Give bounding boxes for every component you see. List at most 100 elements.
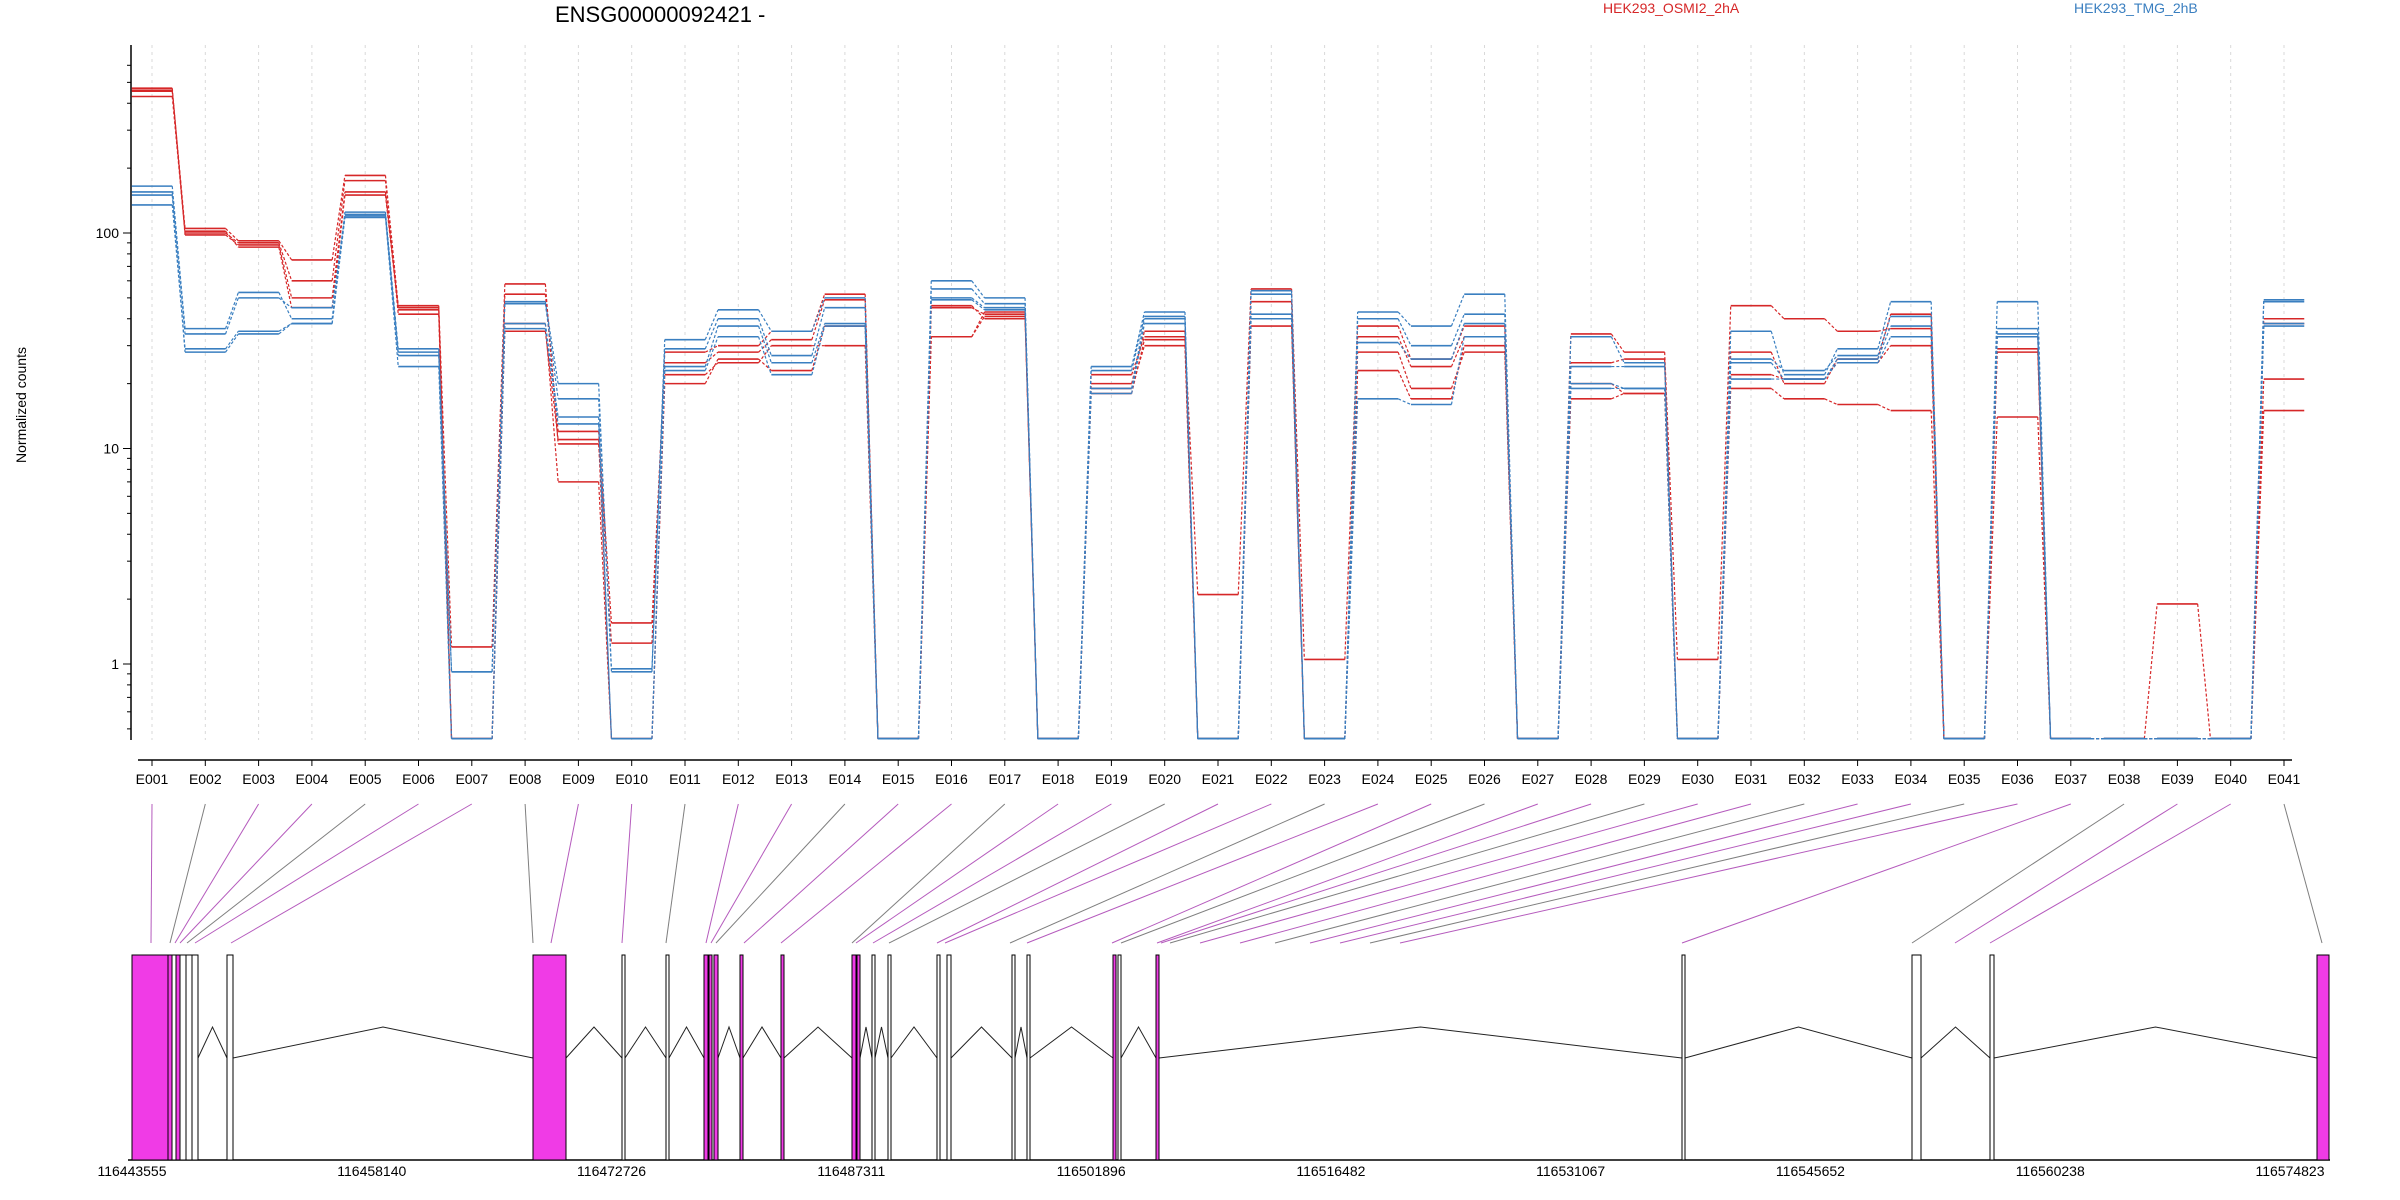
series-connector (1611, 392, 1625, 400)
series-connector (225, 230, 239, 248)
series-connector (704, 336, 719, 371)
exon-connector (743, 803, 899, 944)
series-connector (171, 91, 186, 232)
genomic-coordinate-label: 116545652 (1776, 1163, 1845, 1179)
series-connector (171, 191, 186, 335)
series-connector (971, 297, 985, 309)
exon-box (185, 954, 193, 1161)
exon-connector (944, 803, 1272, 944)
x-tick-label: E021 (1202, 771, 1235, 787)
series-connector (331, 191, 346, 298)
x-tick-label: E027 (1521, 771, 1554, 787)
series-connector (1877, 403, 1891, 412)
exon-box (665, 954, 670, 1161)
x-tick-label: E017 (988, 771, 1021, 787)
exon-connector (665, 803, 686, 944)
exon-connector (169, 803, 206, 944)
series-connector (1877, 301, 1892, 350)
series-connector (811, 325, 826, 375)
series-connector (2250, 379, 2265, 739)
series-connector (811, 307, 826, 356)
series-connector (491, 303, 506, 672)
series-replicate-7 (131, 194, 2305, 740)
intron-line (232, 1026, 534, 1059)
genomic-coordinate-label: 116458140 (337, 1163, 406, 1179)
series-connector (598, 423, 613, 739)
intron-line (1029, 1026, 1114, 1059)
x-tick-label: E020 (1148, 771, 1181, 787)
genomic-coordinate-label: 116487311 (817, 1163, 885, 1179)
axes: 1 10 100 (96, 45, 2292, 761)
series-connector (811, 297, 826, 332)
x-tick-labels: E001 E002 E003 E004 E005 E006 E007 E008 E009 E010… (136, 760, 2301, 787)
exon-box (1911, 954, 1922, 1161)
x-tick-label: E024 (1362, 771, 1395, 787)
series-connector (1450, 336, 1465, 405)
series-connector (1770, 362, 1785, 380)
genomic-coordinate-label: 116574823 (2255, 1163, 2324, 1179)
series-connector (1237, 288, 1252, 595)
exon-connector (1339, 803, 1912, 944)
series-connector (971, 288, 985, 305)
series-connector (1344, 352, 1359, 739)
intron-line (859, 1026, 873, 1059)
x-tick-label: E003 (242, 771, 275, 787)
series-connector (1557, 388, 1572, 739)
series-connector (1771, 374, 1785, 380)
series-connector (1610, 336, 1625, 364)
exon-connector (1911, 803, 2125, 944)
series-connector (544, 328, 559, 425)
series-connector (544, 323, 559, 418)
vertical-gridlines (151, 45, 2285, 740)
exon-box (708, 954, 713, 1161)
exon-connector (150, 803, 153, 944)
x-tick-label: E001 (136, 771, 169, 787)
x-tick-label: E007 (455, 771, 488, 787)
series-connector (704, 358, 719, 384)
x-tick-label: E012 (722, 771, 755, 787)
series-connector (171, 195, 186, 353)
series-connector (1770, 331, 1785, 375)
series-connector (384, 194, 399, 310)
series-connector (1877, 314, 1892, 360)
x-tick-label: E040 (2214, 771, 2247, 787)
x-tick-label: E010 (615, 771, 648, 787)
series-connector (917, 280, 932, 739)
series-connector (1824, 398, 1838, 406)
series-connector (758, 358, 772, 371)
exon-connector (1399, 803, 2018, 944)
x-tick-label: E041 (2268, 771, 2301, 787)
series-connector (704, 345, 719, 353)
intron-line (1920, 1026, 1991, 1059)
series-connector (278, 323, 292, 332)
intron-line (1014, 1026, 1028, 1059)
exon-box (1989, 954, 1995, 1161)
series-connector (171, 88, 186, 235)
x-tick-label: E035 (1948, 771, 1981, 787)
series-connector (1717, 379, 1732, 739)
exon-box (532, 954, 567, 1161)
exon-connector (2283, 803, 2323, 944)
x-tick-label: E028 (1575, 771, 1608, 787)
genomic-coordinate-label: 116516482 (1296, 1163, 1365, 1179)
series-connector (544, 323, 559, 482)
series-connector (1450, 293, 1465, 327)
exon-connector (1239, 803, 1752, 944)
series-connector (384, 214, 399, 356)
exon-box (851, 954, 857, 1161)
genomic-coordinate-label: 116501896 (1057, 1163, 1126, 1179)
series-connector (438, 348, 453, 672)
exon-box (946, 954, 952, 1161)
legend-series-osmi2: HEK293_OSMI2_2hA (1603, 0, 1740, 16)
intron-line (1158, 1026, 1683, 1059)
exon-box (226, 954, 234, 1161)
exon-connector (1681, 803, 2071, 944)
series-connector (1983, 416, 1998, 739)
series-connector (2197, 603, 2212, 739)
exon-connector (230, 803, 473, 944)
series-connector (971, 299, 985, 311)
exon-box (171, 954, 177, 1161)
series-connector (225, 228, 239, 242)
exon-box (191, 954, 199, 1161)
